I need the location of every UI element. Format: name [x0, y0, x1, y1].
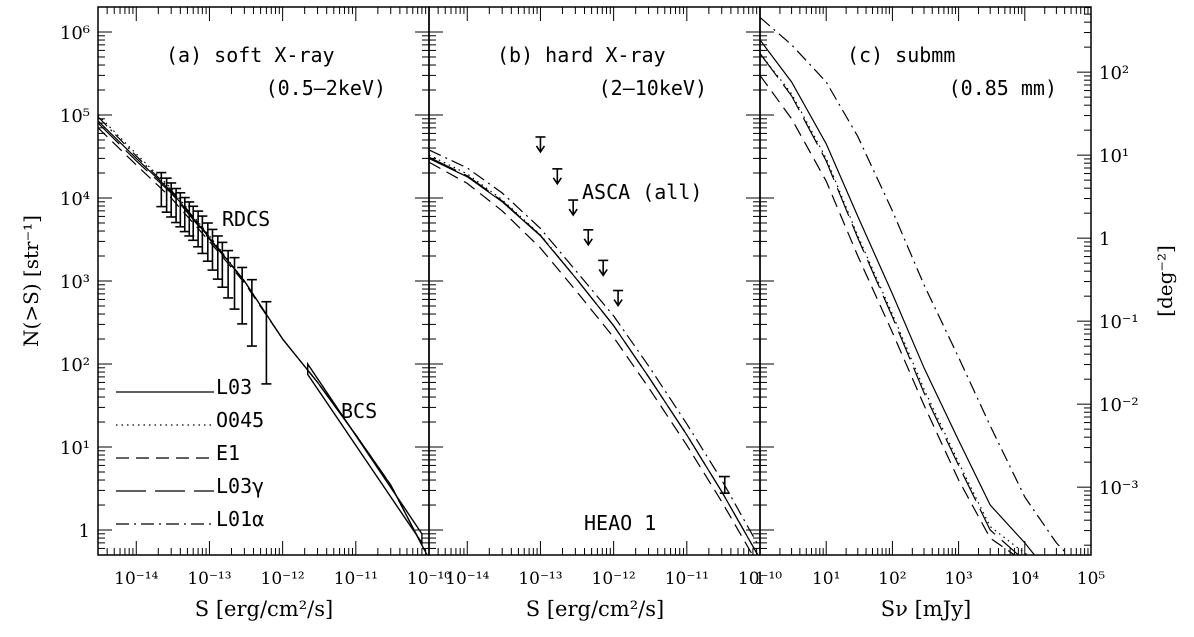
- heao-annotation: HEAO 1: [584, 511, 656, 535]
- x-tick-label: 10⁻¹³: [518, 569, 562, 589]
- curve-L03γ: [760, 53, 1019, 555]
- curve-L03: [760, 39, 1035, 555]
- curves-layer: [98, 16, 1069, 555]
- right-tick-label: 10⁻¹: [1099, 312, 1139, 333]
- x-tick-label: 10⁴: [1011, 569, 1040, 589]
- observational-data-layer: [156, 136, 730, 546]
- x-tick-label: 10²: [878, 569, 906, 589]
- right-tick-label: 1: [1099, 229, 1110, 250]
- ticks-layer: [97, 6, 1092, 556]
- right-tick-labels: 10⁻³ 10⁻² 10⁻¹ 1 10¹ 10²: [1099, 63, 1139, 499]
- asca-arrow: [598, 268, 608, 277]
- curve-O045: [429, 154, 759, 555]
- curve-O045: [760, 53, 1028, 555]
- x-tick-label: 10⁻¹⁴: [114, 569, 158, 589]
- panel-c-xlabel: Sν [mJy]: [881, 597, 971, 621]
- x-tick-label: 1: [755, 569, 766, 589]
- curve-L03γ: [429, 156, 759, 555]
- y-tick-label: 10³: [60, 272, 90, 293]
- curve-L01α: [98, 116, 428, 555]
- panel-b-title: (b) hard X-ray: [497, 43, 666, 67]
- panel-0-curves: [98, 114, 428, 555]
- panel-c-band: (0.85 mm): [949, 76, 1057, 100]
- x-tick-label: 10¹: [812, 569, 840, 589]
- x-tick-label: 10⁻¹²: [261, 569, 305, 589]
- y-tick-labels: 1 10¹ 10² 10³ 10⁴ 10⁵ 10⁶: [60, 23, 90, 542]
- panel-a-band: (0.5–2keV): [266, 76, 386, 100]
- asca-annotation: ASCA (all): [582, 180, 702, 204]
- panel-a-xlabel: S [erg/cm²/s]: [195, 597, 333, 621]
- y-tick-label: 10⁶: [60, 23, 90, 44]
- legend-label: O045: [216, 408, 264, 432]
- curve-E1: [429, 161, 754, 555]
- curve-E1: [760, 75, 1015, 555]
- panel-a-title: (a) soft X-ray: [166, 43, 335, 67]
- rdcs-annotation: RDCS: [222, 207, 270, 231]
- panel-b-band: (2–10keV): [599, 76, 707, 100]
- panel-1-curves: [429, 149, 760, 555]
- y-axis-label: N(>S) [str⁻¹]: [19, 215, 43, 347]
- x-tick-label: 10⁻¹¹: [334, 569, 378, 589]
- panel-2-curves: [760, 16, 1069, 555]
- x-tick-label: 10⁻¹⁰: [738, 569, 782, 589]
- y-tick-label: 10⁴: [60, 189, 90, 210]
- asca-arrow: [583, 238, 593, 247]
- panel-c-title: (c) submm: [847, 43, 955, 67]
- curve-L01α: [760, 16, 1069, 555]
- legend: L03 O045 E1 L03γ L01α: [116, 375, 264, 531]
- curve-L03: [429, 157, 759, 555]
- legend-label: L03: [216, 375, 252, 399]
- right-tick-label: 10²: [1099, 63, 1129, 84]
- asca-arrow: [535, 145, 546, 154]
- right-tick-label: 10⁻³: [1099, 478, 1139, 499]
- y-tick-label: 1: [79, 521, 90, 542]
- bcs-band: [307, 361, 423, 546]
- panel-b-xlabel: S [erg/cm²/s]: [526, 597, 664, 621]
- bcs-annotation: BCS: [341, 399, 377, 423]
- y-tick-label: 10⁵: [60, 106, 90, 127]
- asca-arrow: [552, 177, 562, 186]
- x-tick-label: 10⁻¹⁰: [407, 569, 451, 589]
- y-tick-label: 10¹: [60, 438, 90, 459]
- right-tick-label: 10¹: [1099, 146, 1129, 167]
- x-tick-label: 10⁻¹³: [187, 569, 231, 589]
- asca-arrow: [613, 299, 623, 307]
- panel-frames: [97, 6, 1092, 556]
- x-tick-label: 10³: [944, 569, 972, 589]
- asca-arrow: [568, 208, 578, 217]
- legend-label: L01α: [216, 507, 264, 531]
- x-tick-label: 10⁻¹²: [592, 569, 636, 589]
- y-tick-label: 10²: [60, 355, 90, 376]
- curve-L01α: [429, 149, 760, 549]
- x-tick-label: 10⁻¹⁴: [445, 569, 489, 589]
- x-tick-label: 10⁵: [1077, 569, 1106, 589]
- legend-label: L03γ: [216, 474, 264, 498]
- right-axis-label: [deg⁻²]: [1153, 245, 1177, 317]
- legend-label: E1: [216, 441, 240, 465]
- right-tick-label: 10⁻²: [1099, 395, 1139, 416]
- x-tick-label: 10⁻¹¹: [665, 569, 709, 589]
